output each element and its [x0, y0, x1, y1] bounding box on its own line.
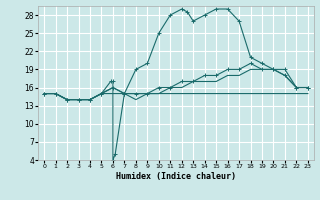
X-axis label: Humidex (Indice chaleur): Humidex (Indice chaleur) — [116, 172, 236, 181]
